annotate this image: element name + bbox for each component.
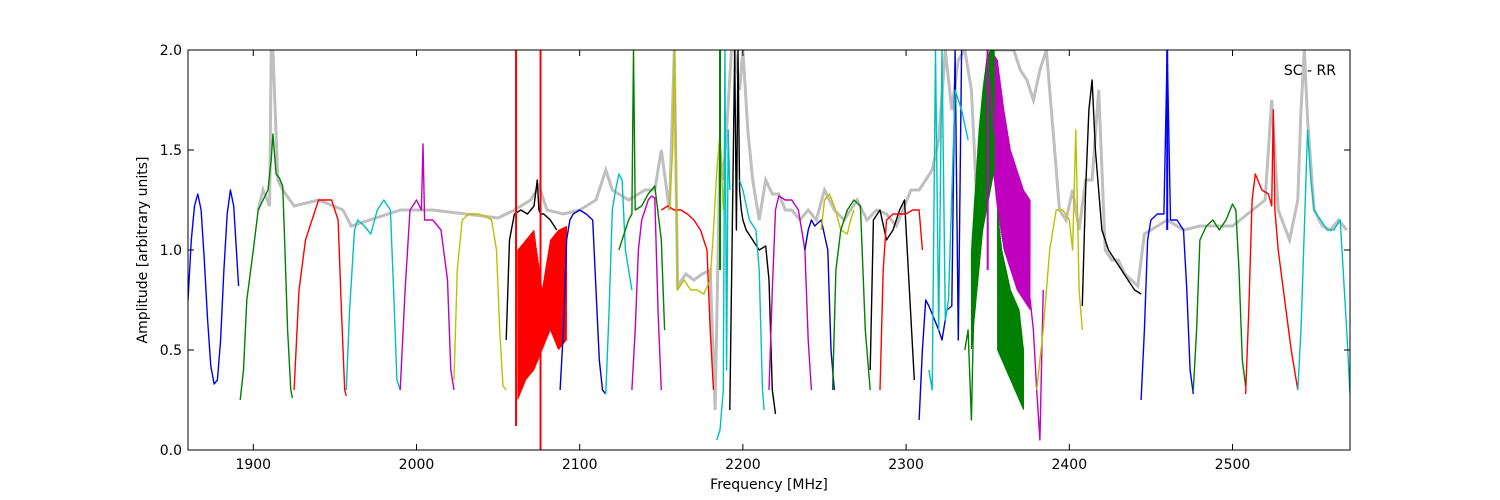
series-line-9 — [631, 195, 662, 391]
y-tick-label: 1.5 — [160, 143, 182, 159]
x-axis-ticks: 1900 2000 2100 2200 2300 2400 2500 — [235, 50, 1250, 473]
x-tick-label: 2500 — [1215, 457, 1251, 473]
series-line-19 — [831, 199, 871, 391]
x-tick-label: 2400 — [1051, 457, 1087, 473]
series-line-20 — [869, 199, 915, 381]
background-envelope-series — [256, 50, 1348, 411]
y-tick-label: 1.0 — [160, 243, 182, 259]
series-line-24 — [964, 50, 989, 421]
series-line-13 — [716, 50, 731, 441]
series-line-14 — [729, 50, 777, 415]
noise-band-2 — [970, 50, 995, 350]
y-axis-label: Amplitude [arbitrary units] — [135, 157, 151, 344]
series-line-16 — [768, 195, 813, 391]
noise-band-1 — [990, 50, 1031, 310]
series-line-30 — [1244, 109, 1299, 395]
series-line-18 — [820, 193, 855, 235]
series-line-0 — [188, 189, 240, 385]
series-line-21 — [879, 209, 924, 391]
series-line-17 — [804, 219, 835, 391]
series-line-2 — [293, 199, 347, 397]
x-tick-label: 1900 — [235, 457, 271, 473]
series-line-3 — [345, 199, 401, 391]
background-envelope-line — [256, 50, 1348, 411]
series-line-1 — [239, 133, 294, 401]
noise-band-0 — [517, 225, 568, 400]
series-line-10 — [618, 50, 666, 331]
x-tick-label: 2200 — [725, 457, 761, 473]
series-line-6 — [505, 179, 558, 341]
spike-layer — [515, 50, 1169, 450]
series-line-5 — [453, 213, 507, 391]
series-line-12 — [668, 50, 724, 295]
series-line-15 — [738, 179, 765, 411]
series-line-26 — [1036, 129, 1083, 391]
y-axis-ticks: 0.0 0.5 1.0 1.5 2.0 — [160, 43, 1350, 459]
series-line-28 — [1140, 50, 1194, 401]
series-layer — [188, 50, 1350, 441]
series-line-22 — [918, 50, 963, 421]
series-line-31 — [1297, 129, 1350, 395]
series-line-7 — [559, 209, 607, 395]
series-line-25 — [987, 69, 1044, 441]
chart-annotation: SC - RR — [1284, 63, 1336, 79]
series-line-27 — [1081, 79, 1142, 307]
y-tick-label: 2.0 — [160, 43, 182, 59]
series-line-23 — [928, 50, 969, 391]
x-tick-label: 2000 — [399, 457, 435, 473]
x-tick-label: 2300 — [888, 457, 924, 473]
x-tick-label: 2100 — [562, 457, 598, 473]
noise-band-layer — [517, 50, 1031, 410]
series-line-4 — [399, 143, 455, 391]
y-tick-label: 0.0 — [160, 443, 182, 459]
x-axis-label: Frequency [MHz] — [710, 477, 828, 493]
series-line-29 — [1192, 203, 1247, 391]
noise-band-3 — [997, 209, 1025, 410]
series-line-11 — [660, 205, 715, 391]
series-line-8 — [605, 173, 633, 395]
y-tick-label: 0.5 — [160, 343, 182, 359]
